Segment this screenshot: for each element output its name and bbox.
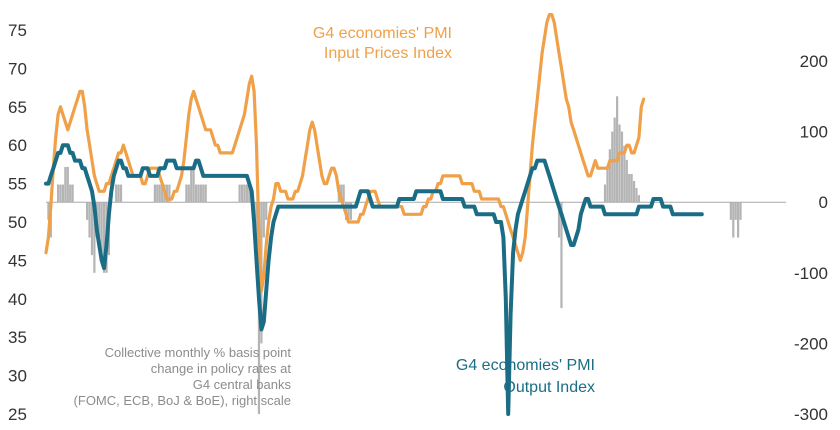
policy-rate-bar xyxy=(194,184,198,203)
policy-rate-bar xyxy=(262,202,265,238)
policy-rate-bar xyxy=(618,124,621,203)
policy-rate-bar xyxy=(265,202,268,220)
policy-rate-bar xyxy=(156,184,159,203)
policy-rate-bar xyxy=(190,166,193,203)
policy-rate-bar xyxy=(557,202,561,238)
policy-rate-bar xyxy=(347,202,350,220)
policy-label-line2: change in policy rates at xyxy=(151,361,292,376)
output-label-line2: Output Index xyxy=(503,379,595,396)
left-tick-label: 25 xyxy=(8,405,27,424)
policy-rate-bar xyxy=(248,184,251,203)
policy-rate-bar xyxy=(199,184,202,203)
policy-rate-bar xyxy=(245,184,248,203)
right-tick-label: -300 xyxy=(794,405,828,424)
left-axis-ticks: 75 70 65 60 55 50 45 40 35 30 25 xyxy=(8,21,27,424)
left-tick-label: 60 xyxy=(8,136,27,155)
policy-rate-bar xyxy=(340,184,343,203)
policy-rate-bar xyxy=(168,184,171,203)
policy-rate-bar xyxy=(119,184,123,203)
policy-label-line1: Collective monthly % basis point xyxy=(105,345,292,360)
left-tick-label: 70 xyxy=(8,59,27,78)
policy-rate-bar xyxy=(238,184,241,203)
policy-rate-bar xyxy=(61,184,65,203)
input-prices-label-line2: Input Prices Index xyxy=(324,45,452,62)
policy-rate-bar xyxy=(729,202,732,220)
policy-rate-bar xyxy=(59,184,62,203)
policy-label-line3: G4 central banks xyxy=(193,377,292,392)
policy-rate-bar xyxy=(342,184,345,203)
policy-rate-bar xyxy=(192,166,195,203)
policy-rate-bar xyxy=(153,184,156,203)
left-tick-label: 35 xyxy=(8,328,27,347)
policy-rate-bar xyxy=(71,184,74,203)
policy-rate-bar xyxy=(57,184,60,203)
policy-rate-bar xyxy=(623,145,626,203)
policy-rate-bar xyxy=(625,159,628,203)
left-tick-label: 55 xyxy=(8,175,27,194)
policy-rate-bar xyxy=(628,173,631,203)
policy-rate-bar xyxy=(165,184,169,203)
policy-rate-bar xyxy=(243,184,246,203)
left-tick-label: 45 xyxy=(8,251,27,270)
policy-rate-bar xyxy=(100,202,103,256)
policy-rate-bar xyxy=(204,184,207,203)
policy-rate-bar xyxy=(611,131,614,203)
policy-rate-bar xyxy=(86,202,89,220)
right-tick-label: 0 xyxy=(819,193,828,212)
policy-rate-bar xyxy=(185,184,188,203)
policy-rate-bar xyxy=(620,131,624,203)
right-tick-label: 200 xyxy=(800,52,828,71)
policy-rate-bar xyxy=(202,184,205,203)
policy-rate-bar xyxy=(739,202,742,220)
policy-rate-bar xyxy=(197,184,200,203)
left-tick-label: 30 xyxy=(8,367,27,386)
policy-rate-bar xyxy=(90,202,94,256)
left-tick-label: 65 xyxy=(8,98,27,117)
policy-rate-bar xyxy=(630,173,633,203)
input-prices-line xyxy=(44,13,646,293)
policy-rate-bar xyxy=(98,202,101,238)
policy-rate-bar xyxy=(560,202,563,309)
policy-rate-bar xyxy=(187,184,190,203)
policy-rate-bar xyxy=(737,202,740,238)
policy-rate-bar xyxy=(734,202,737,220)
policy-rate-bar xyxy=(117,184,120,203)
policy-rate-bar xyxy=(349,202,353,220)
policy-rate-bar xyxy=(88,202,91,238)
right-tick-label: 100 xyxy=(800,123,828,142)
policy-rate-bar xyxy=(64,166,67,203)
policy-rate-bar xyxy=(240,184,244,203)
policy-rate-bar xyxy=(102,202,106,273)
policy-rate-bar xyxy=(732,202,735,238)
policy-rate-bar xyxy=(115,184,118,203)
policy-label-line4: (FOMC, ECB, BoJ & BoE), right scale xyxy=(74,393,291,408)
left-tick-label: 75 xyxy=(8,21,27,40)
policy-rate-bar xyxy=(608,149,611,203)
policy-rate-bar xyxy=(47,202,50,220)
policy-rate-bar xyxy=(161,184,164,203)
policy-rate-bar xyxy=(603,184,607,203)
left-tick-label: 50 xyxy=(8,213,27,232)
policy-rate-bar xyxy=(158,184,161,203)
policy-rate-bar xyxy=(66,166,69,203)
policy-rate-bar xyxy=(635,188,638,203)
right-tick-label: -100 xyxy=(794,264,828,283)
policy-rate-bar xyxy=(93,202,96,273)
input-prices-label-line1: G4 economies' PMI xyxy=(313,25,452,42)
policy-rate-bar xyxy=(637,195,640,203)
pmi-lines xyxy=(44,13,704,416)
left-tick-label: 40 xyxy=(8,290,27,309)
right-tick-label: -200 xyxy=(794,334,828,353)
policy-rate-bar xyxy=(606,166,609,203)
policy-rate-bar xyxy=(616,96,619,203)
policy-rate-bar xyxy=(632,181,636,203)
output-index-line xyxy=(44,143,704,416)
output-label-line1: G4 economies' PMI xyxy=(456,357,595,374)
policy-rate-bar xyxy=(69,184,72,203)
right-axis-ticks: 200 100 0 -100 -200 -300 xyxy=(794,52,828,424)
